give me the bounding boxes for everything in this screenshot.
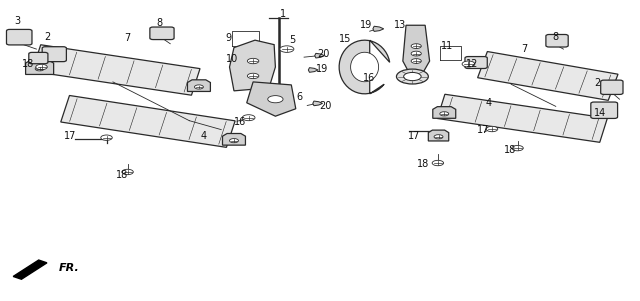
Text: 17: 17 <box>477 125 490 135</box>
FancyArrow shape <box>13 260 47 279</box>
FancyBboxPatch shape <box>591 102 618 118</box>
FancyBboxPatch shape <box>601 80 623 95</box>
Circle shape <box>195 85 204 89</box>
Text: 2: 2 <box>44 32 51 42</box>
Text: 5: 5 <box>289 35 296 45</box>
Circle shape <box>512 145 524 151</box>
Polygon shape <box>403 25 429 74</box>
FancyBboxPatch shape <box>546 35 568 47</box>
Polygon shape <box>351 52 379 82</box>
Text: 6: 6 <box>296 92 303 102</box>
FancyBboxPatch shape <box>6 29 32 45</box>
Polygon shape <box>433 107 456 118</box>
Text: 20: 20 <box>319 101 332 111</box>
FancyBboxPatch shape <box>42 47 67 62</box>
Text: 18: 18 <box>22 59 35 69</box>
Text: 4: 4 <box>201 131 207 141</box>
Text: 2: 2 <box>595 78 601 88</box>
Text: 18: 18 <box>116 170 129 180</box>
Polygon shape <box>26 60 54 74</box>
Text: 14: 14 <box>595 108 607 118</box>
Polygon shape <box>61 95 235 147</box>
Text: 20: 20 <box>317 49 330 59</box>
Circle shape <box>230 138 239 143</box>
Circle shape <box>396 69 428 84</box>
Polygon shape <box>477 51 618 100</box>
Text: 16: 16 <box>234 116 246 127</box>
Text: 7: 7 <box>124 33 130 43</box>
Text: 16: 16 <box>363 73 375 83</box>
Circle shape <box>404 73 421 81</box>
Text: 12: 12 <box>465 59 478 69</box>
Text: 8: 8 <box>156 18 163 28</box>
Text: 15: 15 <box>339 34 351 44</box>
FancyBboxPatch shape <box>150 27 174 39</box>
Text: 8: 8 <box>553 32 559 42</box>
Circle shape <box>411 59 421 64</box>
Text: 11: 11 <box>442 41 454 51</box>
Text: 10: 10 <box>226 54 238 64</box>
Text: 19: 19 <box>360 20 372 30</box>
Circle shape <box>462 61 475 67</box>
Polygon shape <box>188 80 211 92</box>
Polygon shape <box>308 68 318 72</box>
Polygon shape <box>246 82 296 116</box>
FancyBboxPatch shape <box>29 52 48 64</box>
Polygon shape <box>313 101 323 106</box>
Text: 1: 1 <box>280 9 286 19</box>
Circle shape <box>100 135 112 140</box>
Text: 13: 13 <box>394 20 406 30</box>
Circle shape <box>268 96 283 103</box>
Polygon shape <box>32 45 200 95</box>
Text: 7: 7 <box>521 44 527 54</box>
Circle shape <box>486 126 498 132</box>
Text: 3: 3 <box>14 16 20 26</box>
Text: 18: 18 <box>417 159 429 169</box>
Polygon shape <box>373 26 384 31</box>
Circle shape <box>280 46 294 52</box>
Polygon shape <box>230 40 275 91</box>
Circle shape <box>411 44 421 48</box>
Circle shape <box>36 64 47 70</box>
Circle shape <box>247 73 259 79</box>
Text: 17: 17 <box>64 132 76 141</box>
Polygon shape <box>339 40 390 94</box>
Text: 17: 17 <box>408 131 420 141</box>
Circle shape <box>434 135 443 139</box>
Circle shape <box>35 67 44 71</box>
FancyBboxPatch shape <box>465 57 487 69</box>
Text: 4: 4 <box>486 98 492 108</box>
Circle shape <box>247 58 259 64</box>
Text: FR.: FR. <box>59 263 79 273</box>
Text: 9: 9 <box>226 33 232 43</box>
Polygon shape <box>315 53 324 58</box>
Circle shape <box>243 115 255 121</box>
Polygon shape <box>437 94 607 142</box>
Text: 18: 18 <box>504 145 516 156</box>
Circle shape <box>440 112 449 116</box>
Circle shape <box>411 51 421 56</box>
Polygon shape <box>223 134 246 145</box>
Text: 19: 19 <box>316 64 329 74</box>
Circle shape <box>122 169 133 175</box>
Circle shape <box>432 160 444 166</box>
Polygon shape <box>428 130 449 141</box>
